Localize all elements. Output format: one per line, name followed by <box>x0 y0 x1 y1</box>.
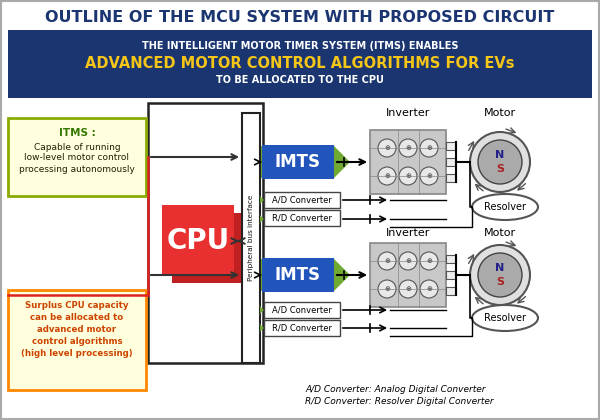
Circle shape <box>399 280 417 298</box>
Text: ⊕: ⊕ <box>384 286 390 292</box>
Text: ⊕: ⊕ <box>384 145 390 151</box>
Text: A/D Converter: A/D Converter <box>272 305 332 315</box>
Text: S: S <box>496 164 504 174</box>
FancyArrow shape <box>260 146 350 178</box>
Text: (high level processing): (high level processing) <box>21 349 133 359</box>
FancyBboxPatch shape <box>8 118 146 196</box>
Text: ⊕: ⊕ <box>426 258 432 264</box>
Text: R/D Converter: R/D Converter <box>272 213 332 223</box>
Circle shape <box>420 167 438 185</box>
FancyBboxPatch shape <box>446 287 456 295</box>
FancyBboxPatch shape <box>8 290 146 390</box>
Text: can be allocated to: can be allocated to <box>31 313 124 323</box>
FancyBboxPatch shape <box>264 320 340 336</box>
Text: low-level motor control: low-level motor control <box>25 153 130 163</box>
Text: Surplus CPU capacity: Surplus CPU capacity <box>25 302 129 310</box>
Text: Resolver: Resolver <box>484 202 526 212</box>
FancyBboxPatch shape <box>370 243 446 307</box>
FancyBboxPatch shape <box>446 174 456 182</box>
Text: Inverter: Inverter <box>386 108 430 118</box>
Circle shape <box>420 280 438 298</box>
FancyBboxPatch shape <box>8 30 592 98</box>
Text: Capable of running: Capable of running <box>34 142 121 152</box>
FancyBboxPatch shape <box>262 258 334 292</box>
FancyBboxPatch shape <box>264 210 340 226</box>
Text: Inverter: Inverter <box>386 228 430 238</box>
Text: ⊕: ⊕ <box>426 145 432 151</box>
Circle shape <box>478 140 522 184</box>
FancyBboxPatch shape <box>162 205 234 275</box>
Circle shape <box>399 167 417 185</box>
Circle shape <box>378 252 396 270</box>
FancyBboxPatch shape <box>446 271 456 279</box>
Text: Motor: Motor <box>484 108 516 118</box>
Ellipse shape <box>472 305 538 331</box>
Text: ADVANCED MOTOR CONTROL ALGORITHMS FOR EVs: ADVANCED MOTOR CONTROL ALGORITHMS FOR EV… <box>85 55 515 71</box>
Circle shape <box>470 245 530 305</box>
FancyArrow shape <box>259 215 264 223</box>
FancyBboxPatch shape <box>446 255 456 263</box>
Text: ITMS :: ITMS : <box>59 128 95 138</box>
Text: OUTLINE OF THE MCU SYSTEM WITH PROPOSED CIRCUIT: OUTLINE OF THE MCU SYSTEM WITH PROPOSED … <box>46 10 554 26</box>
Text: Peripheral bus interface: Peripheral bus interface <box>248 195 254 281</box>
Text: TO BE ALLOCATED TO THE CPU: TO BE ALLOCATED TO THE CPU <box>216 75 384 85</box>
Circle shape <box>470 132 530 192</box>
Ellipse shape <box>472 194 538 220</box>
Circle shape <box>399 139 417 157</box>
FancyArrow shape <box>259 305 264 315</box>
Circle shape <box>420 252 438 270</box>
Text: R/D Converter: Resolver Digital Converter: R/D Converter: Resolver Digital Converte… <box>305 397 494 407</box>
Text: Resolver: Resolver <box>484 313 526 323</box>
Circle shape <box>378 280 396 298</box>
Text: IMTS: IMTS <box>275 266 321 284</box>
Text: advanced motor: advanced motor <box>37 326 116 334</box>
Text: Motor: Motor <box>484 228 516 238</box>
Text: A/D Converter: Analog Digital Converter: A/D Converter: Analog Digital Converter <box>305 386 485 394</box>
Text: R/D Converter: R/D Converter <box>272 323 332 333</box>
Text: ⊕: ⊕ <box>384 173 390 179</box>
FancyBboxPatch shape <box>370 130 446 194</box>
Text: ⊕: ⊕ <box>426 173 432 179</box>
FancyBboxPatch shape <box>262 145 334 179</box>
FancyBboxPatch shape <box>264 302 340 318</box>
FancyBboxPatch shape <box>446 142 456 150</box>
Text: A/D Converter: A/D Converter <box>272 195 332 205</box>
FancyArrow shape <box>260 259 350 291</box>
Text: CPU: CPU <box>166 227 230 255</box>
Circle shape <box>378 167 396 185</box>
Text: ⊕: ⊕ <box>405 286 411 292</box>
Text: ⊕: ⊕ <box>405 173 411 179</box>
Text: S: S <box>496 277 504 287</box>
Text: N: N <box>496 150 505 160</box>
Text: IMTS: IMTS <box>275 153 321 171</box>
FancyArrow shape <box>259 323 264 333</box>
Circle shape <box>378 139 396 157</box>
Circle shape <box>478 253 522 297</box>
Text: ⊕: ⊕ <box>384 258 390 264</box>
Text: ⊕: ⊕ <box>426 286 432 292</box>
FancyBboxPatch shape <box>172 213 244 283</box>
FancyBboxPatch shape <box>446 158 456 166</box>
Text: control algorithms: control algorithms <box>32 338 122 346</box>
Text: ⊕: ⊕ <box>405 145 411 151</box>
Text: processing autonomously: processing autonomously <box>19 165 135 173</box>
FancyArrow shape <box>259 195 264 205</box>
Circle shape <box>399 252 417 270</box>
Text: N: N <box>496 263 505 273</box>
FancyBboxPatch shape <box>264 192 340 208</box>
Text: ⊕: ⊕ <box>405 258 411 264</box>
Text: THE INTELLIGENT MOTOR TIMER SYSTEM (ITMS) ENABLES: THE INTELLIGENT MOTOR TIMER SYSTEM (ITMS… <box>142 41 458 51</box>
FancyBboxPatch shape <box>242 113 260 363</box>
Circle shape <box>420 139 438 157</box>
